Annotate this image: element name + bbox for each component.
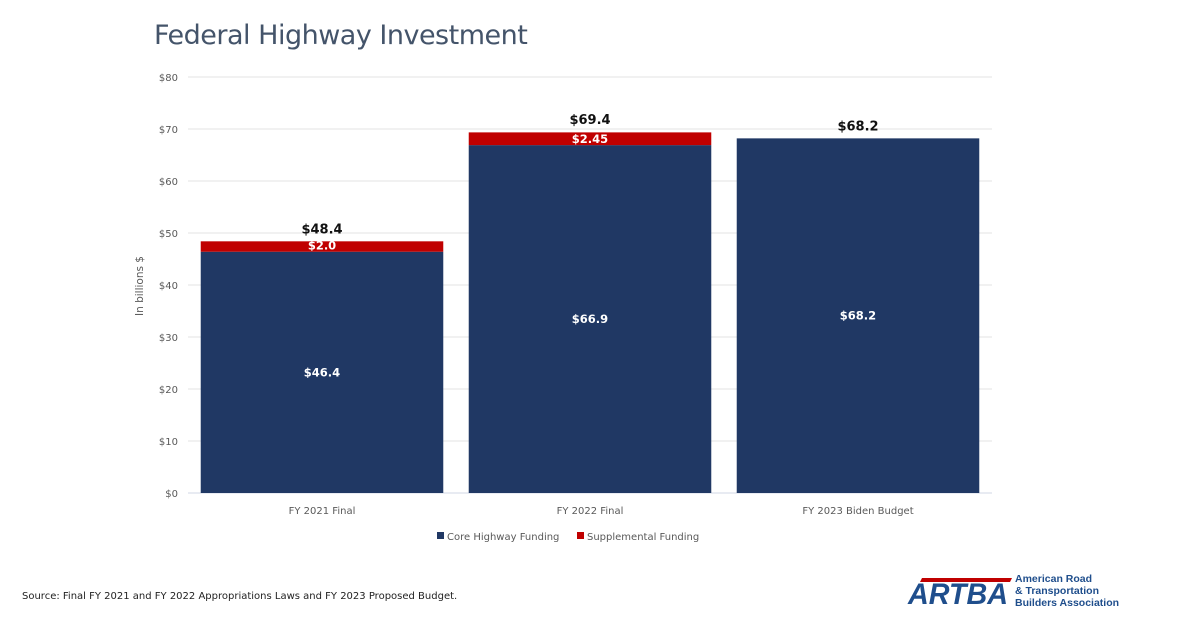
x-tick-label: FY 2023 Biden Budget [802,506,913,517]
logo-line-3: Builders Association [1015,597,1120,609]
artba-logo: ARTBA [907,578,1012,611]
chart-canvas: $0 $10 $20 $30 $40 $50 $60 $70 $80 $46.4 $2.0 $48.… [134,73,992,543]
y-tick-label: $50 [159,229,178,240]
y-tick-label: $40 [159,281,178,292]
legend-label: Supplemental Funding [587,532,699,543]
bar-core [736,138,980,494]
segment-label: $2.45 [572,132,608,146]
y-axis-label: In billions $ [134,256,146,316]
y-tick-label: $20 [159,385,178,396]
total-label: $48.4 [301,222,342,237]
y-axis-ticks: $0 $10 $20 $30 $40 $50 $60 $70 $80 [159,73,178,500]
x-tick-label: FY 2022 Final [557,506,624,517]
bar-supplemental [200,241,444,252]
segment-label: $66.9 [572,312,608,326]
source-note: Source: Final FY 2021 and FY 2022 Approp… [22,591,458,602]
y-tick-label: $80 [159,73,178,84]
bar-core [200,251,444,493]
logo-mark: ARTBA [907,578,1008,611]
segment-label: $68.2 [840,309,876,323]
bars [200,132,980,494]
chart-title: Federal Highway Investment [154,20,528,51]
legend-label: Core Highway Funding [447,532,559,543]
y-tick-label: $60 [159,177,178,188]
segment-label: $46.4 [304,365,340,379]
logo-line-2: & Transportation [1015,585,1100,597]
y-tick-label: $0 [165,489,178,500]
bar-supplemental [468,132,712,146]
bar-core [468,145,712,493]
legend-swatch [577,532,584,539]
legend: Core Highway Funding Supplemental Funding [437,532,699,543]
logo-text: American Road & Transportation Builders … [1015,573,1119,609]
data-labels: $46.4 $2.0 $48.4 $66.9 $2.45 $69.4 $68.2 $68.2 [301,113,878,379]
y-tick-label: $10 [159,437,178,448]
logo-stripe [920,578,1012,582]
segment-label: $2.0 [308,239,336,253]
logo-line-1: American Road [1015,573,1093,585]
total-label: $69.4 [569,113,610,128]
x-axis-ticks: FY 2021 Final FY 2022 Final FY 2023 Biden … [289,506,914,517]
y-tick-label: $70 [159,125,178,136]
y-tick-label: $30 [159,333,178,344]
x-tick-label: FY 2021 Final [289,506,356,517]
total-label: $68.2 [837,119,878,134]
legend-swatch [437,532,444,539]
